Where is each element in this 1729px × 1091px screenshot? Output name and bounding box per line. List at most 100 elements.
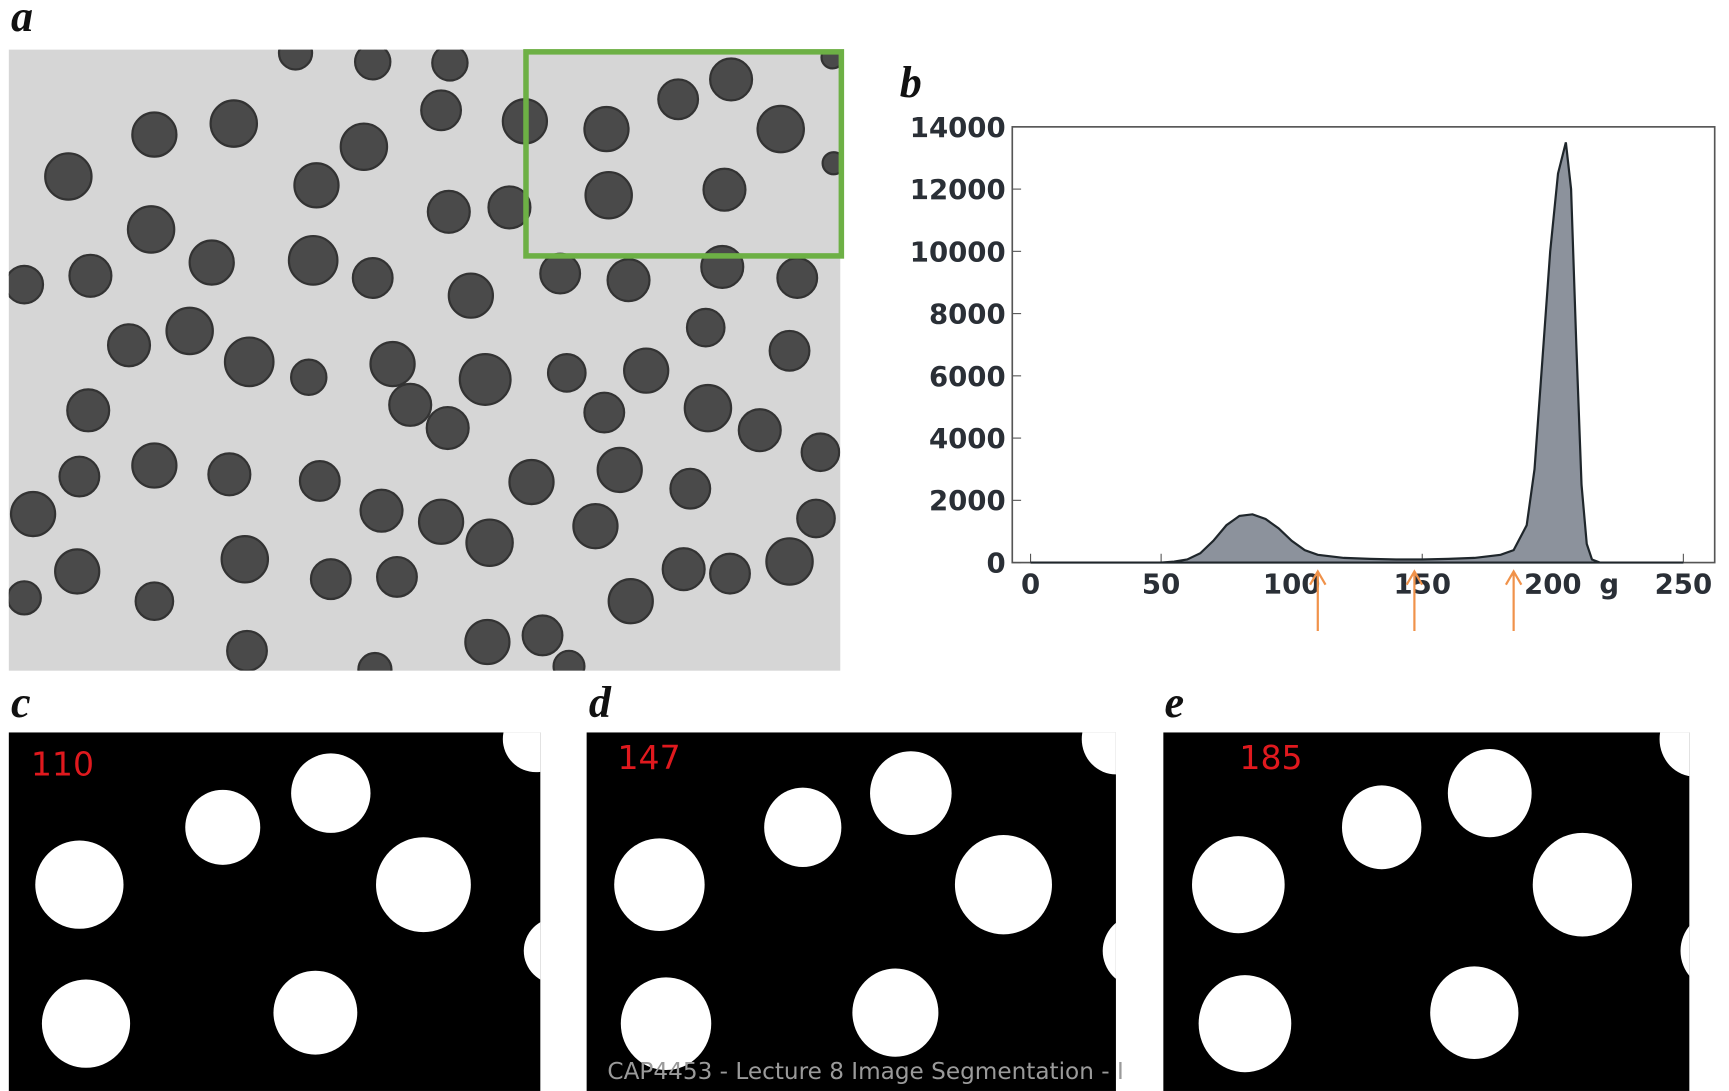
cell [227,631,267,671]
cell [777,258,817,298]
cell [361,490,403,532]
blob [291,753,370,832]
cell [584,393,624,433]
cell [8,581,41,614]
blob [1199,975,1292,1072]
blob [1660,702,1729,777]
cell [758,106,804,152]
cell [294,163,338,207]
cell [701,246,743,288]
cell [55,549,99,593]
cell [279,36,312,69]
cell [432,45,467,80]
threshold-label: 147 [618,738,681,777]
cell [663,548,705,590]
cell [136,582,173,620]
x-axis-label: g [1599,567,1619,600]
cell [624,349,668,393]
cell [67,389,109,431]
cell [377,557,417,597]
cell [167,308,213,354]
x-tick-label: 250 [1655,567,1713,600]
panel-label: e [1164,678,1184,727]
blob [1430,966,1518,1059]
x-tick-label: 100 [1263,567,1321,600]
blob [955,835,1052,934]
threshold-arrow [1310,571,1325,631]
cell [311,559,351,599]
cell [358,653,391,686]
panel-label: d [589,678,612,727]
cell [45,153,91,199]
cell [353,258,393,298]
panel-label: c [11,678,31,727]
cell [710,58,752,100]
y-tick-label: 10000 [910,235,1006,268]
cell [341,124,387,170]
y-tick-label: 12000 [910,173,1006,206]
cell [291,360,326,395]
figure: a b c d e 110 147 185 CAP4453 - Lecture … [0,0,1729,1091]
cell [509,460,553,504]
cell [371,342,415,386]
cell [465,620,509,664]
blob [764,788,841,867]
cell [670,469,710,509]
y-tick-label: 4000 [929,422,1006,455]
threshold-arrow [1407,571,1422,631]
cell [190,240,234,284]
cell [289,236,338,285]
cell [421,90,461,130]
cell [586,172,632,218]
cell [300,461,340,501]
cell [427,407,469,449]
blob [376,837,471,932]
blob [503,706,569,772]
cell [770,331,810,371]
cell [554,651,585,682]
blob [621,977,711,1070]
cell [211,100,257,146]
blob [35,841,123,929]
figure-content: a b c d e 110 147 185 CAP4453 - Lecture … [6,0,1729,1091]
cell [573,504,617,548]
cell [584,107,628,151]
y-tick-label: 2000 [929,484,1006,517]
x-tick-label: 50 [1142,567,1180,600]
cell [658,79,698,119]
cell [608,259,650,301]
cell [108,324,150,366]
cell [766,538,812,584]
y-tick-label: 8000 [929,298,1006,331]
blob [1192,836,1285,933]
cell [687,309,724,347]
blob [852,969,938,1057]
blob [1448,749,1532,837]
panel-label: b [900,58,922,107]
y-tick-label: 14000 [910,111,1006,144]
threshold-label: 110 [31,744,94,783]
cell [449,274,493,318]
blob [185,790,260,865]
cell [797,500,834,538]
cell [609,579,653,623]
cell [540,254,580,294]
blob [870,751,952,835]
cell [685,385,731,431]
cell [128,206,174,252]
cell [419,500,463,544]
cell [460,354,511,405]
cell [60,457,100,497]
cell [389,384,431,426]
cell [11,492,55,536]
cell [428,191,470,233]
plot-frame [1012,127,1714,563]
blob [1103,916,1171,987]
cell [739,409,781,451]
cell [802,434,839,472]
cell [225,338,274,387]
cell [598,448,642,492]
cell [222,536,268,582]
cell [132,113,176,157]
cell [704,169,746,211]
